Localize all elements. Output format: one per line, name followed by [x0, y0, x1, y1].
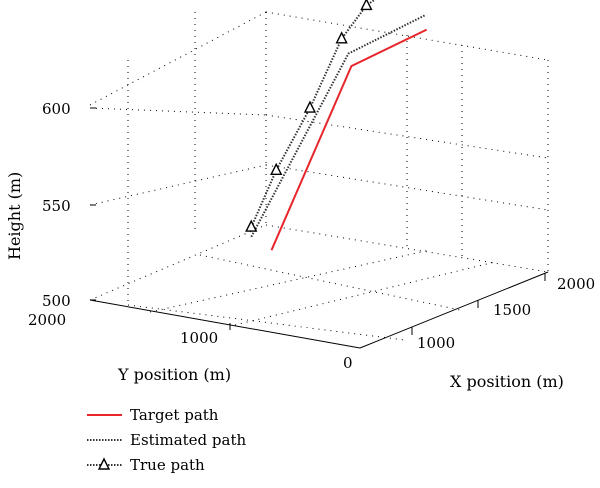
triangle-marker	[270, 162, 283, 176]
tick-labels: 500 550 600 2000 1000 0 1000 1500 2000	[28, 100, 595, 372]
series-line-2	[250, 0, 376, 228]
x-axis-label: X position (m)	[450, 372, 564, 391]
grid-lines	[89, 11, 549, 341]
x-tick-label: 2000	[557, 275, 595, 293]
series-line-0	[270, 28, 428, 251]
x-tick-label: 1000	[417, 334, 455, 352]
series-layer	[245, 0, 428, 251]
axes-frame	[89, 107, 549, 349]
legend-label: True path	[130, 456, 205, 474]
y-tick-label: 1000	[180, 329, 218, 347]
legend-label: Estimated path	[130, 431, 246, 449]
legend-triangle-marker	[97, 457, 111, 470]
z-axis-label: Height (m)	[5, 172, 24, 260]
legend: Target path Estimated path True path	[87, 406, 246, 474]
y-axis-label: Y position (m)	[117, 365, 231, 384]
z-tick-label: 550	[42, 197, 71, 215]
triangle-marker	[245, 219, 258, 232]
legend-label: Target path	[130, 406, 219, 424]
triangle-marker	[335, 31, 348, 44]
y-tick-label: 2000	[28, 311, 66, 329]
series-line-1	[250, 13, 427, 238]
y-tick-label: 0	[343, 354, 353, 372]
z-tick-label: 500	[42, 292, 71, 310]
triangle-marker	[303, 100, 317, 113]
triangle-marker	[360, 0, 373, 11]
x-tick-label: 1500	[493, 301, 531, 319]
z-tick-label: 600	[42, 100, 71, 118]
